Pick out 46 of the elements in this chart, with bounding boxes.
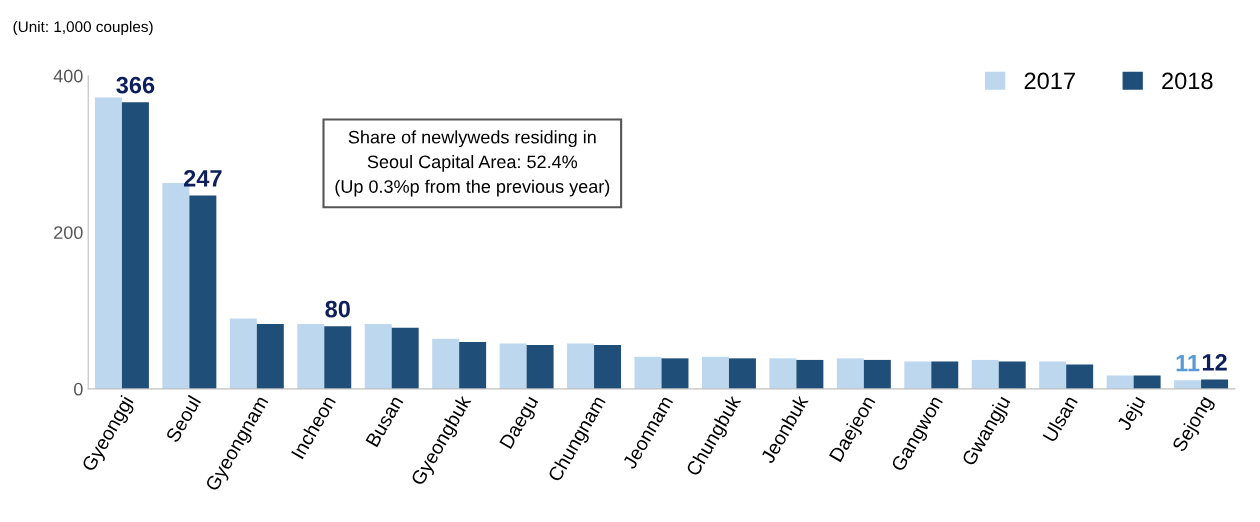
bar xyxy=(971,359,999,389)
bar xyxy=(526,345,554,389)
bar xyxy=(863,359,891,389)
y-tick-label: 200 xyxy=(54,226,83,240)
data-label: 11 xyxy=(1176,354,1200,372)
data-label: 247 xyxy=(183,169,222,187)
bar xyxy=(594,345,622,389)
bar xyxy=(904,361,932,389)
bar xyxy=(661,358,689,389)
bar xyxy=(1106,375,1134,389)
text: (Unit: 1,000 couples) xyxy=(13,20,153,36)
bar xyxy=(1039,361,1067,389)
bar xyxy=(297,323,325,389)
bar xyxy=(499,343,527,389)
bar xyxy=(728,358,756,389)
bar xyxy=(121,102,149,389)
bar xyxy=(998,361,1026,389)
bar xyxy=(701,356,729,389)
bar xyxy=(796,359,824,389)
annotation: Share of newlyweds residing in Seoul Capital Area: 52.4% (Up 0.3%p from the previous year) xyxy=(335,130,610,197)
data-label: 366 xyxy=(116,76,155,94)
bar xyxy=(189,195,217,389)
bar xyxy=(1174,380,1202,389)
legend-label: 2018 xyxy=(1162,72,1213,90)
bar xyxy=(634,356,662,389)
bar xyxy=(94,97,122,389)
bar xyxy=(459,341,487,389)
y-tick-label: 400 xyxy=(53,69,83,83)
data-label: 12 xyxy=(1202,353,1227,371)
bar xyxy=(364,323,392,389)
data-label: 80 xyxy=(325,300,350,318)
bar xyxy=(567,343,595,389)
bar xyxy=(836,358,864,389)
bar xyxy=(1066,364,1094,389)
bar xyxy=(432,338,460,389)
bar xyxy=(1201,379,1229,389)
bar xyxy=(1133,375,1161,389)
legend-label: 2017 xyxy=(1024,72,1075,90)
bar xyxy=(324,326,352,389)
bar xyxy=(229,318,257,389)
bar xyxy=(391,327,419,389)
bar xyxy=(769,358,797,389)
bar xyxy=(256,323,284,389)
y-tick-label: 0 xyxy=(74,382,83,396)
x-tick-label: Jeju xyxy=(1115,394,1149,434)
bar xyxy=(931,361,959,389)
